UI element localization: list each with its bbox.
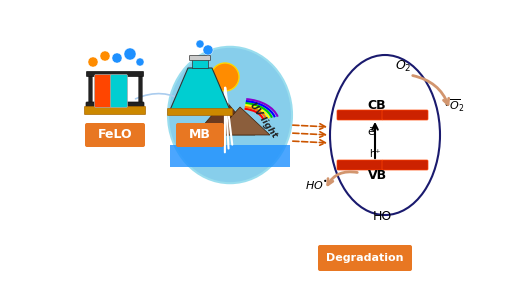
FancyBboxPatch shape [111,74,127,107]
FancyBboxPatch shape [86,102,144,109]
Text: CB: CB [368,99,387,112]
FancyBboxPatch shape [337,160,383,170]
FancyBboxPatch shape [382,110,428,120]
Polygon shape [97,87,133,110]
Circle shape [100,51,110,61]
FancyBboxPatch shape [318,245,412,271]
Text: MB: MB [189,128,211,142]
Circle shape [211,63,239,91]
Circle shape [112,53,122,63]
Polygon shape [170,68,230,110]
Text: HO: HO [373,210,392,223]
Text: $HO^{•}$: $HO^{•}$ [305,179,328,192]
Text: FeLO: FeLO [98,128,132,142]
Text: h⁺: h⁺ [369,149,381,159]
Circle shape [124,48,136,60]
Circle shape [203,45,213,55]
FancyBboxPatch shape [176,123,224,147]
FancyBboxPatch shape [89,73,92,108]
Polygon shape [195,100,255,135]
Ellipse shape [168,47,292,183]
FancyBboxPatch shape [189,56,210,61]
Text: ē: ē [368,127,374,137]
FancyBboxPatch shape [139,73,142,108]
Text: Degradation: Degradation [326,253,404,263]
Circle shape [136,58,144,66]
Circle shape [88,57,98,67]
FancyBboxPatch shape [167,109,232,116]
Text: $O_2$: $O_2$ [395,59,412,74]
Text: VB: VB [368,169,387,182]
FancyBboxPatch shape [170,145,290,167]
Text: $•\overline{O}_2$: $•\overline{O}_2$ [443,97,464,114]
Text: UV light: UV light [248,100,279,139]
FancyBboxPatch shape [382,160,428,170]
FancyBboxPatch shape [87,71,143,76]
Polygon shape [215,107,270,135]
FancyBboxPatch shape [337,110,383,120]
FancyBboxPatch shape [192,58,208,68]
FancyBboxPatch shape [84,106,145,115]
FancyBboxPatch shape [95,74,112,107]
Circle shape [196,40,204,48]
FancyBboxPatch shape [85,123,145,147]
